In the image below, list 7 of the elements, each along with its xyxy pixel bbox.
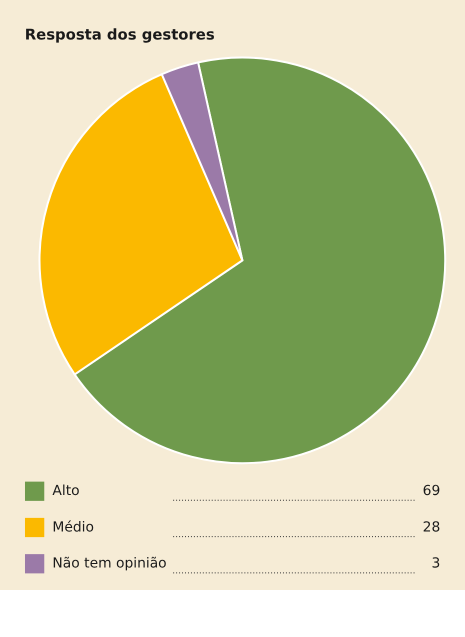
legend-label: Médio	[52, 519, 94, 536]
data-label: 28	[422, 519, 440, 536]
chart-title: Resposta dos gestores	[24, 26, 215, 44]
data-label: 69	[422, 483, 440, 500]
data-label: 3	[431, 556, 440, 572]
legend-label: Alto	[52, 483, 80, 500]
legend-label: Não tem opinião	[52, 556, 167, 572]
